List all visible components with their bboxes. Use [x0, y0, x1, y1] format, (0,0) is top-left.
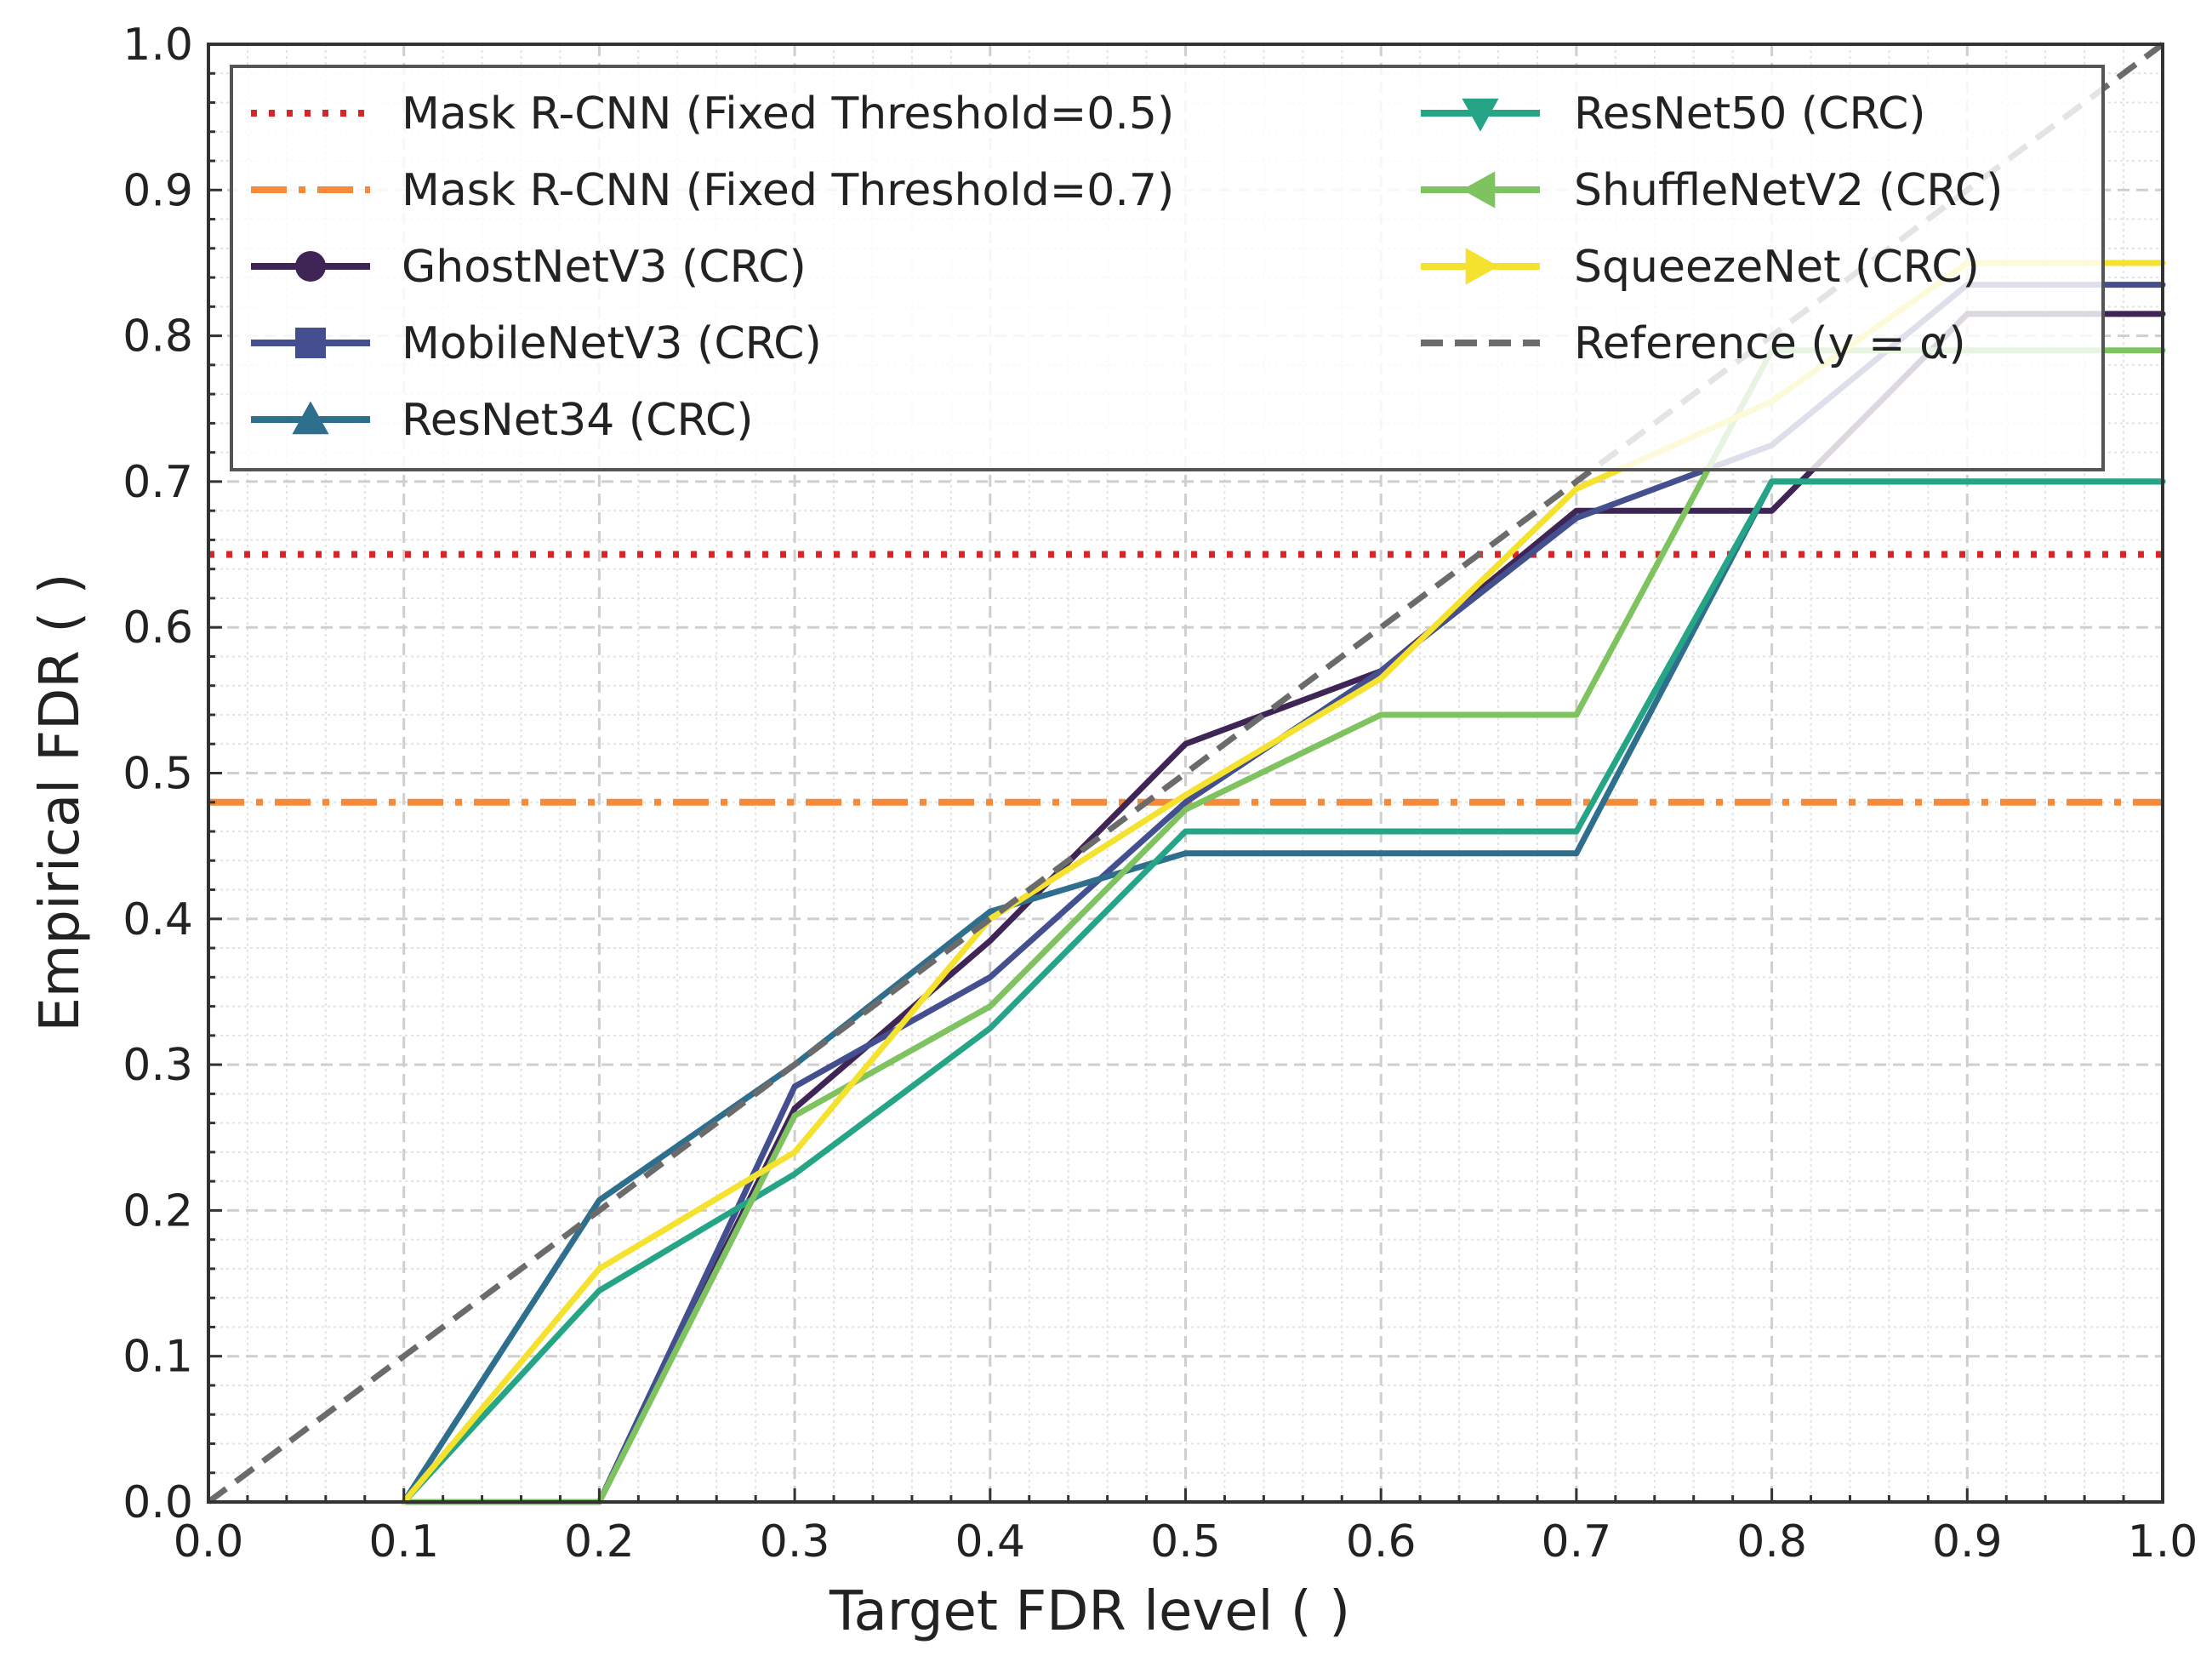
y-tick-label: 0.4 [123, 894, 193, 945]
x-tick-label: 0.6 [1346, 1516, 1417, 1567]
y-tick-label: 0.2 [123, 1185, 193, 1236]
ticks: 0.0 0.1 0.2 0.3 0.4 0.5 0.6 0.7 0.8 0.9 1.0 0.0 0.1 0… [123, 20, 2198, 1567]
legend: Mask R-CNN (Fixed Threshold=0.5) Mask R-C… [230, 65, 2105, 471]
legend-marker-square [295, 328, 326, 358]
legend-label: SqueezeNet (CRC) [1574, 242, 1980, 293]
y-axis-label: Empirical FDR ( ) [29, 574, 92, 1032]
y-tick-label: 0.7 [123, 457, 193, 508]
legend-marker-circle [295, 251, 326, 282]
legend-label: GhostNetV3 (CRC) [402, 242, 807, 293]
x-tick-label: 0.5 [1150, 1516, 1221, 1567]
legend-marker-triangle-down [1462, 98, 1499, 132]
legend-marker-triangle-up [292, 401, 329, 435]
legend-marker-triangle-right [1465, 248, 1499, 285]
legend-label: Mask R-CNN (Fixed Threshold=0.5) [402, 89, 1174, 140]
legend-marker-triangle-left [1462, 171, 1496, 208]
y-tick-label: 0.1 [123, 1332, 193, 1383]
legend-box [230, 65, 2105, 471]
legend-label: ResNet50 (CRC) [1574, 89, 1926, 140]
legend-label: Mask R-CNN (Fixed Threshold=0.7) [402, 165, 1174, 216]
x-tick-label: 0.1 [368, 1516, 439, 1567]
y-tick-label: 0.8 [123, 311, 193, 363]
x-tick-label: 0.0 [174, 1516, 244, 1567]
y-tick-label: 0.0 [123, 1477, 193, 1528]
legend-label: Reference (y = α) [1574, 318, 1966, 369]
x-tick-label: 0.7 [1542, 1516, 1612, 1567]
series-line [401, 478, 2166, 1505]
x-axis-label: Target FDR level ( ) [829, 1580, 1350, 1643]
x-tick-label: 1.0 [2128, 1516, 2198, 1567]
x-tick-label: 0.3 [760, 1516, 830, 1567]
y-tick-label: 1.0 [123, 20, 193, 71]
x-tick-label: 0.2 [564, 1516, 635, 1567]
y-tick-label: 0.5 [123, 749, 193, 800]
x-tick-label: 0.8 [1736, 1516, 1807, 1567]
x-tick-label: 0.4 [955, 1516, 1025, 1567]
x-tick-label: 0.9 [1932, 1516, 2003, 1567]
legend-label: ResNet34 (CRC) [402, 395, 754, 446]
legend-label: MobileNetV3 (CRC) [402, 318, 822, 369]
legend-label: ShuffleNetV2 (CRC) [1574, 165, 2003, 216]
y-tick-label: 0.3 [123, 1040, 193, 1091]
y-tick-label: 0.9 [123, 165, 193, 216]
y-tick-label: 0.6 [123, 602, 193, 654]
